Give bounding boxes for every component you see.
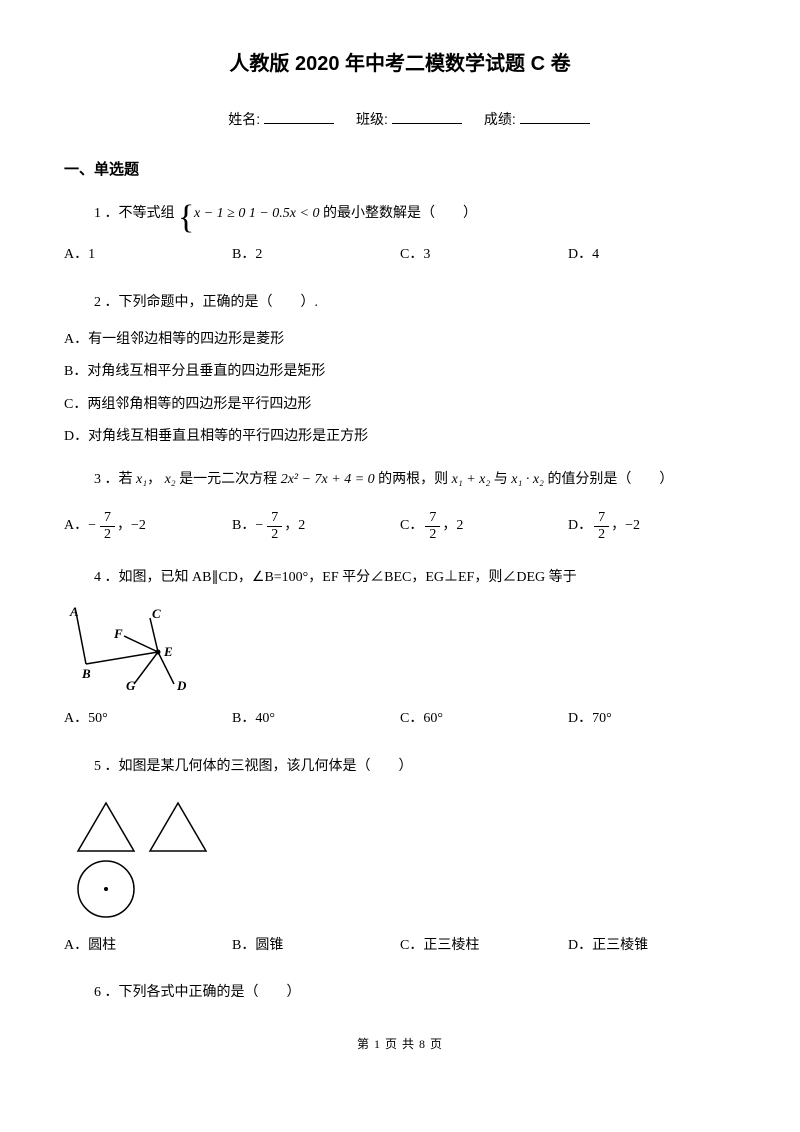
q1-option-b: B．2 — [232, 240, 400, 270]
name-blank[interactable] — [264, 109, 334, 124]
q4-option-d: D．70° — [568, 704, 736, 734]
q5-option-a: A．圆柱 — [64, 931, 232, 961]
q3-equation: 2x² − 7x + 4 = 0 — [281, 472, 375, 487]
frac-den: 2 — [100, 527, 115, 542]
q4-option-c: C．60° — [400, 704, 568, 734]
frac-den: 2 — [267, 527, 282, 542]
page-footer: 第 1 页 共 8 页 — [64, 1035, 736, 1054]
q3-optA-lead: A． — [64, 518, 88, 533]
q3-optB-lead: B． — [232, 518, 255, 533]
q3-optC-lead: C． — [400, 518, 423, 533]
q5-option-b: B．圆锥 — [232, 931, 400, 961]
q3-prefix: 3 ．若 — [94, 472, 133, 487]
frac-den: 2 — [594, 527, 609, 542]
question-4: 4 ．如图，已知 AB∥CD，∠B=100°，EF 平分∠BEC，EG⊥EF，则… — [94, 564, 736, 592]
q3-prod: x₁ · x₂ — [511, 472, 544, 487]
q4-label-D: D — [176, 678, 187, 693]
class-label: 班级: — [356, 111, 388, 127]
q3-optA-tail: ，−2 — [117, 518, 146, 533]
q4-label-B: B — [81, 666, 91, 681]
q5-options: A．圆柱 B．圆锥 C．正三棱柱 D．正三棱锥 — [64, 931, 736, 961]
q2-options: A．有一组邻边相等的四边形是菱形 B．对角线互相平分且垂直的四边形是矩形 C．两… — [64, 329, 736, 449]
q4-geometry-svg: A B C D E F G — [68, 604, 228, 694]
q4-figure: A B C D E F G — [68, 604, 736, 694]
q5-three-views — [68, 793, 736, 923]
q3-optB-tail: ，2 — [284, 518, 305, 533]
q3-option-a: A．−72，−2 — [64, 506, 232, 546]
frac-num: 7 — [100, 510, 115, 526]
q3-option-c: C．72，2 — [400, 506, 568, 546]
question-2: 2 ．下列命题中，正确的是（ ）. — [94, 289, 736, 317]
q5-option-d: D．正三棱锥 — [568, 931, 736, 961]
score-blank[interactable] — [520, 109, 590, 124]
q2-option-c: C．两组邻角相等的四边形是平行四边形 — [64, 394, 736, 416]
q3-x1: x₁ — [136, 472, 147, 487]
section-1-heading: 一、单选题 — [64, 158, 736, 182]
q4-label-E: E — [163, 644, 173, 659]
frac-num: 7 — [594, 510, 609, 526]
question-6: 6 ．下列各式中正确的是（ ） — [94, 979, 736, 1007]
frac-den: 2 — [425, 527, 440, 542]
q1-option-d: D．4 — [568, 240, 736, 270]
name-label: 姓名: — [228, 111, 260, 127]
q3-optA-frac: 72 — [100, 510, 115, 542]
q3-mid2: 的两根，则 — [378, 472, 448, 487]
class-blank[interactable] — [392, 109, 462, 124]
q3-optD-tail: ，−2 — [611, 518, 640, 533]
q1-option-c: C．3 — [400, 240, 568, 270]
q3-optD-lead: D． — [568, 518, 592, 533]
page-title: 人教版 2020 年中考二模数学试题 C 卷 — [64, 48, 736, 80]
q3-optC-tail: ，2 — [442, 518, 463, 533]
q3-options: A．−72，−2 B．−72，2 C．72，2 D．72，−2 — [64, 506, 736, 546]
q1-option-a: A．1 — [64, 240, 232, 270]
q1-inequality-system: x − 1 ≥ 0 1 − 0.5x < 0 — [178, 205, 319, 223]
score-label: 成绩: — [484, 111, 516, 127]
question-3: 3 ．若 x₁， x₂ 是一元二次方程 2x² − 7x + 4 = 0 的两根… — [94, 466, 736, 494]
student-info-line: 姓名: 班级: 成绩: — [64, 108, 736, 130]
q3-optD-frac: 72 — [594, 510, 609, 542]
q1-prefix: 1 ．不等式组 — [94, 206, 175, 221]
q5-views-svg — [68, 793, 258, 923]
q2-option-a: A．有一组邻边相等的四边形是菱形 — [64, 329, 736, 351]
q4-option-a: A．50° — [64, 704, 232, 734]
q4-option-b: B．40° — [232, 704, 400, 734]
q3-and: 与 — [494, 472, 508, 487]
q2-option-d: D．对角线互相垂直且相等的平行四边形是正方形 — [64, 426, 736, 448]
q3-suffix: 的值分别是（ ） — [547, 472, 673, 487]
q3-optA-neg: − — [88, 518, 96, 533]
q3-comma: ， — [147, 472, 161, 487]
q3-option-d: D．72，−2 — [568, 506, 736, 546]
q2-option-b: B．对角线互相平分且垂直的四边形是矩形 — [64, 361, 736, 383]
frac-num: 7 — [267, 510, 282, 526]
q4-options: A．50° B．40° C．60° D．70° — [64, 704, 736, 734]
question-1: 1 ．不等式组 x − 1 ≥ 0 1 − 0.5x < 0 的最小整数解是（ … — [94, 200, 736, 228]
q3-option-b: B．−72，2 — [232, 506, 400, 546]
q4-label-F: F — [113, 626, 123, 641]
q4-label-C: C — [152, 606, 161, 621]
q3-optC-frac: 72 — [425, 510, 440, 542]
q1-sys-row2: 1 − 0.5x < 0 — [249, 206, 320, 221]
q3-optB-frac: 72 — [267, 510, 282, 542]
q3-optB-neg: − — [255, 518, 263, 533]
q3-mid1: 是一元二次方程 — [179, 472, 277, 487]
q1-options: A．1 B．2 C．3 D．4 — [64, 240, 736, 270]
q3-x2: x₂ — [165, 472, 176, 487]
question-5: 5 ．如图是某几何体的三视图，该几何体是（ ） — [94, 753, 736, 781]
frac-num: 7 — [425, 510, 440, 526]
q3-sum: x₁ + x₂ — [452, 472, 491, 487]
q4-label-G: G — [126, 678, 136, 693]
q4-label-A: A — [69, 604, 79, 619]
q1-suffix: 的最小整数解是（ ） — [323, 206, 477, 221]
q5-option-c: C．正三棱柱 — [400, 931, 568, 961]
q1-sys-row1: x − 1 ≥ 0 — [194, 206, 245, 221]
